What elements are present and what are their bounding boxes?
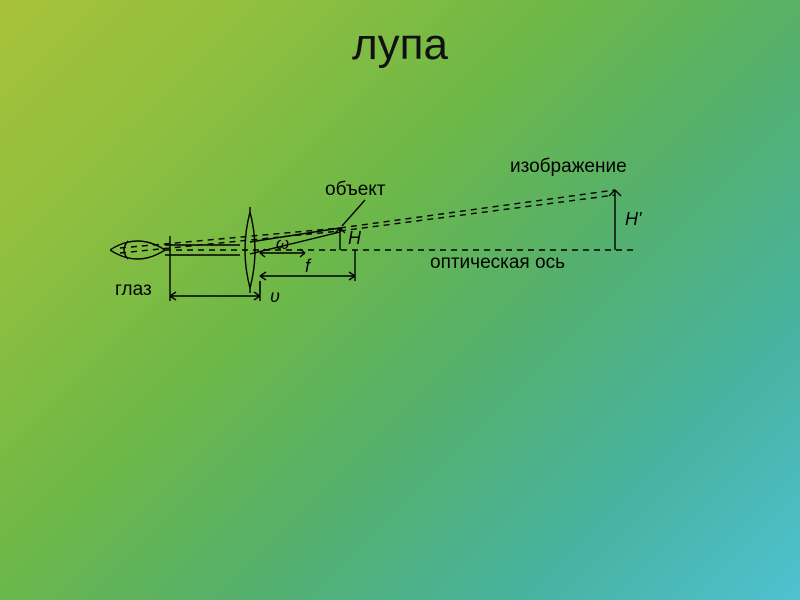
svg-text:υ: υ xyxy=(270,286,280,306)
svg-text:объект: объект xyxy=(325,179,386,200)
svg-text:глаз: глаз xyxy=(115,279,152,300)
slide: лупа объект изображение оптическая ось глаз… xyxy=(0,0,800,600)
svg-text:оптическая ось: оптическая ось xyxy=(430,252,565,273)
svg-text:изображение: изображение xyxy=(510,156,627,177)
svg-text:H: H xyxy=(348,228,362,248)
svg-text:H': H' xyxy=(625,209,642,229)
optics-diagram: объект изображение оптическая ось глаз H H' ωf… xyxy=(110,150,670,380)
svg-text:ω: ω xyxy=(276,234,289,253)
svg-text:f: f xyxy=(305,256,312,276)
page-title: лупа xyxy=(0,20,800,70)
